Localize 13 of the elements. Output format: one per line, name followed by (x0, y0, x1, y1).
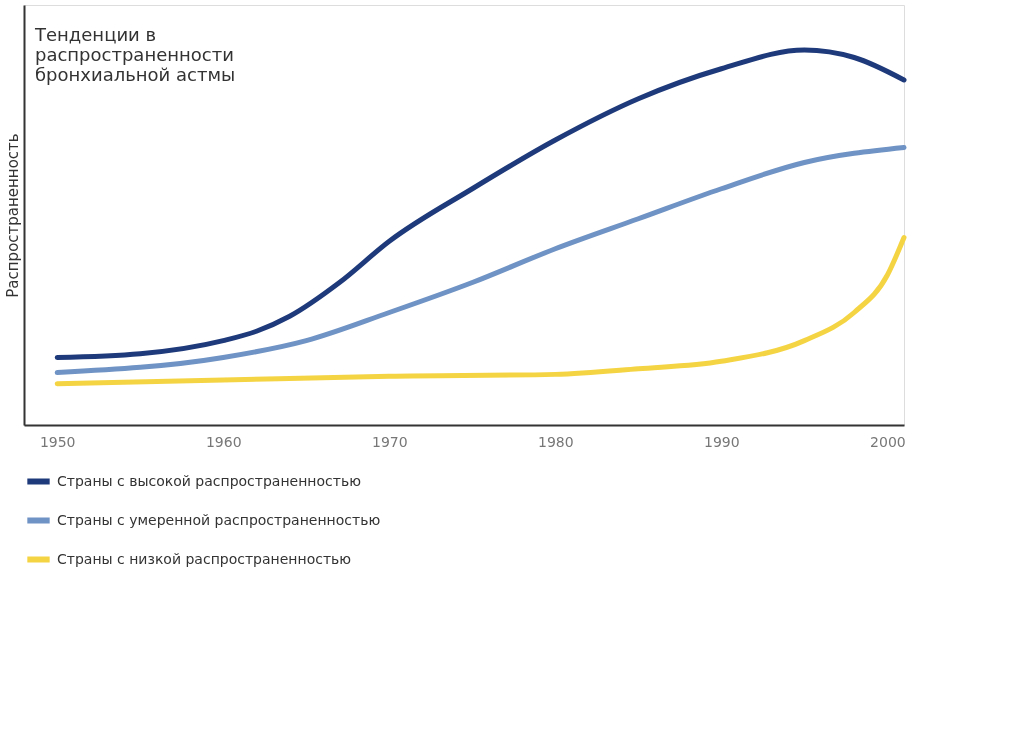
x-tick-label: 1980 (538, 433, 574, 450)
x-tick-label: 1990 (704, 433, 740, 450)
text: распространенности (35, 44, 234, 65)
x-tick-label: 1950 (39, 433, 76, 450)
legend-label: Страны с высокой распространенностью (57, 472, 362, 489)
x-tick-label: 1960 (205, 433, 242, 450)
text: Тенденции в (35, 24, 157, 45)
text: бронхиальной астмы (35, 64, 236, 85)
y-axis-title: Распространенность (3, 133, 22, 298)
x-tick-label: 2000 (870, 433, 906, 450)
x-tick-label: 1970 (371, 433, 408, 450)
legend-label: Страны с умеренной распространенностью (57, 511, 381, 528)
legend-label: Страны с низкой распространенностью (57, 550, 352, 567)
